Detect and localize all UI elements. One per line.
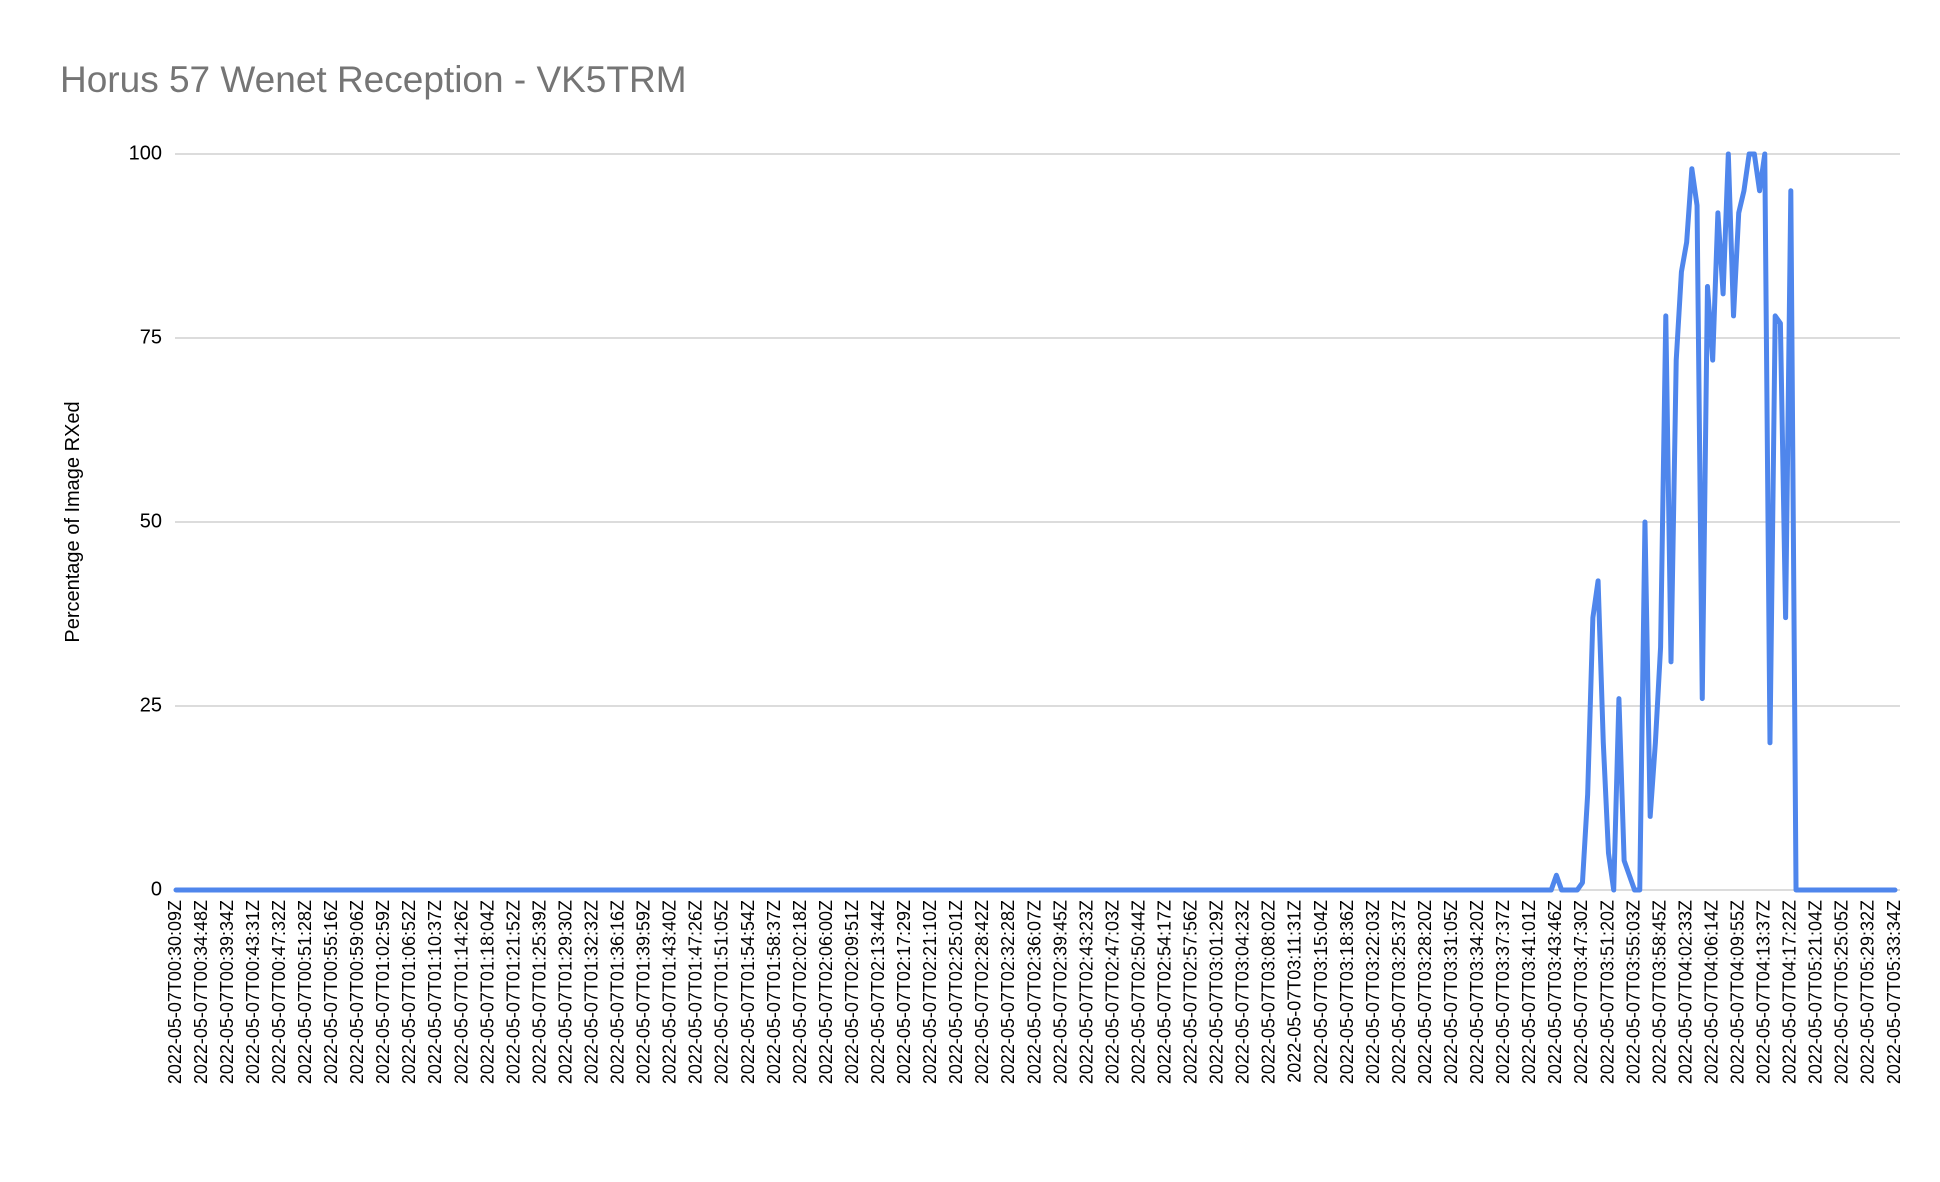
x-tick-label: 2022-05-07T03:01:29Z xyxy=(1207,900,1227,1084)
x-tick-label: 2022-05-07T01:25:39Z xyxy=(529,900,549,1084)
x-tick-label: 2022-05-07T03:11:31Z xyxy=(1285,900,1305,1083)
x-tick-label: 2022-05-07T03:28:20Z xyxy=(1415,900,1435,1084)
x-tick-label: 2022-05-07T03:41:01Z xyxy=(1519,900,1539,1084)
x-tick-label: 2022-05-07T02:32:28Z xyxy=(998,900,1018,1084)
x-tick-label: 2022-05-07T00:30:09Z xyxy=(165,900,185,1084)
x-tick-label: 2022-05-07T03:25:37Z xyxy=(1389,900,1409,1084)
x-tick-label: 2022-05-07T03:55:03Z xyxy=(1623,900,1643,1084)
x-tick-label: 2022-05-07T02:02:18Z xyxy=(790,900,810,1084)
x-tick-label: 2022-05-07T01:32:32Z xyxy=(581,900,601,1084)
x-tick-label: 2022-05-07T01:02:59Z xyxy=(373,900,393,1084)
x-tick-label: 2022-05-07T03:37:37Z xyxy=(1493,900,1513,1084)
x-tick-label: 2022-05-07T04:17:22Z xyxy=(1780,900,1800,1084)
x-tick-label: 2022-05-07T02:47:03Z xyxy=(1102,900,1122,1084)
x-tick-label: 2022-05-07T04:02:33Z xyxy=(1675,900,1695,1084)
x-tick-label: 2022-05-07T02:43:23Z xyxy=(1076,900,1096,1084)
x-tick-label: 2022-05-07T02:06:00Z xyxy=(816,900,836,1084)
y-tick-label: 75 xyxy=(140,326,162,348)
x-tick-label: 2022-05-07T05:25:05Z xyxy=(1832,900,1852,1084)
x-tick-label: 2022-05-07T02:09:51Z xyxy=(842,900,862,1084)
x-tick-label: 2022-05-07T00:39:34Z xyxy=(217,900,237,1084)
x-tick-label: 2022-05-07T03:34:20Z xyxy=(1467,900,1487,1084)
x-tick-label: 2022-05-07T00:51:28Z xyxy=(295,900,315,1084)
x-tick-label: 2022-05-07T05:21:04Z xyxy=(1806,900,1826,1084)
x-tick-label: 2022-05-07T02:13:44Z xyxy=(868,900,888,1084)
y-tick-label: 0 xyxy=(151,878,162,900)
x-tick-label: 2022-05-07T02:50:44Z xyxy=(1128,900,1148,1084)
x-tick-label: 2022-05-07T03:47:30Z xyxy=(1571,900,1591,1084)
x-tick-label: 2022-05-07T01:36:16Z xyxy=(608,900,628,1084)
x-tick-label: 2022-05-07T03:58:45Z xyxy=(1649,900,1669,1084)
x-tick-label: 2022-05-07T04:06:14Z xyxy=(1701,900,1721,1084)
x-tick-label: 2022-05-07T03:43:46Z xyxy=(1545,900,1565,1084)
x-tick-label: 2022-05-07T03:15:04Z xyxy=(1311,900,1331,1084)
x-tick-label: 2022-05-07T01:39:59Z xyxy=(634,900,654,1084)
x-tick-label: 2022-05-07T01:54:54Z xyxy=(738,900,758,1084)
x-tick-label: 2022-05-07T00:47:32Z xyxy=(269,900,289,1084)
x-tick-label: 2022-05-07T01:14:26Z xyxy=(451,900,471,1084)
x-tick-label: 2022-05-07T04:09:55Z xyxy=(1727,900,1747,1084)
x-tick-label: 2022-05-07T04:13:37Z xyxy=(1754,900,1774,1084)
x-tick-label: 2022-05-07T02:54:17Z xyxy=(1154,900,1174,1084)
x-tick-label: 2022-05-07T05:33:34Z xyxy=(1884,900,1904,1084)
x-tick-label: 2022-05-07T01:21:52Z xyxy=(503,900,523,1084)
x-tick-label: 2022-05-07T01:47:26Z xyxy=(686,900,706,1084)
x-tick-label: 2022-05-07T02:17:29Z xyxy=(894,900,914,1084)
y-tick-label: 100 xyxy=(129,142,162,164)
x-tick-label: 2022-05-07T03:22:03Z xyxy=(1363,900,1383,1084)
x-tick-label: 2022-05-07T03:04:23Z xyxy=(1233,900,1253,1084)
x-tick-label: 2022-05-07T01:10:37Z xyxy=(425,900,445,1084)
x-tick-label: 2022-05-07T01:43:40Z xyxy=(660,900,680,1084)
x-tick-label: 2022-05-07T00:59:06Z xyxy=(347,900,367,1084)
x-tick-label: 2022-05-07T02:36:07Z xyxy=(1024,900,1044,1084)
chart-title: Horus 57 Wenet Reception - VK5TRM xyxy=(60,59,687,100)
x-tick-label: 2022-05-07T00:43:31Z xyxy=(243,900,263,1084)
x-tick-label: 2022-05-07T02:21:10Z xyxy=(920,900,940,1084)
x-tick-label: 2022-05-07T03:08:02Z xyxy=(1259,900,1279,1084)
x-tick-label: 2022-05-07T03:31:05Z xyxy=(1441,900,1461,1084)
x-tick-label: 2022-05-07T01:18:04Z xyxy=(477,900,497,1084)
x-tick-label: 2022-05-07T01:51:05Z xyxy=(712,900,732,1084)
x-tick-label: 2022-05-07T05:29:32Z xyxy=(1858,900,1878,1084)
x-tick-label: 2022-05-07T03:51:20Z xyxy=(1597,900,1617,1084)
y-tick-label: 50 xyxy=(140,510,162,532)
x-tick-label: 2022-05-07T02:39:45Z xyxy=(1050,900,1070,1084)
x-tick-label: 2022-05-07T02:57:56Z xyxy=(1181,900,1201,1084)
x-tick-label: 2022-05-07T03:18:36Z xyxy=(1337,900,1357,1084)
y-axis-title: Percentage of Image RXed xyxy=(62,401,84,642)
x-tick-label: 2022-05-07T02:28:42Z xyxy=(972,900,992,1084)
x-tick-label: 2022-05-07T01:29:30Z xyxy=(555,900,575,1084)
data-line xyxy=(173,151,1898,893)
x-tick-label: 2022-05-07T01:06:52Z xyxy=(399,900,419,1084)
x-tick-label: 2022-05-07T02:25:01Z xyxy=(946,900,966,1084)
x-tick-label: 2022-05-07T00:55:16Z xyxy=(321,900,341,1084)
x-tick-label: 2022-05-07T01:58:37Z xyxy=(764,900,784,1084)
x-tick-label: 2022-05-07T00:34:48Z xyxy=(191,900,211,1084)
y-tick-label: 25 xyxy=(140,694,162,716)
